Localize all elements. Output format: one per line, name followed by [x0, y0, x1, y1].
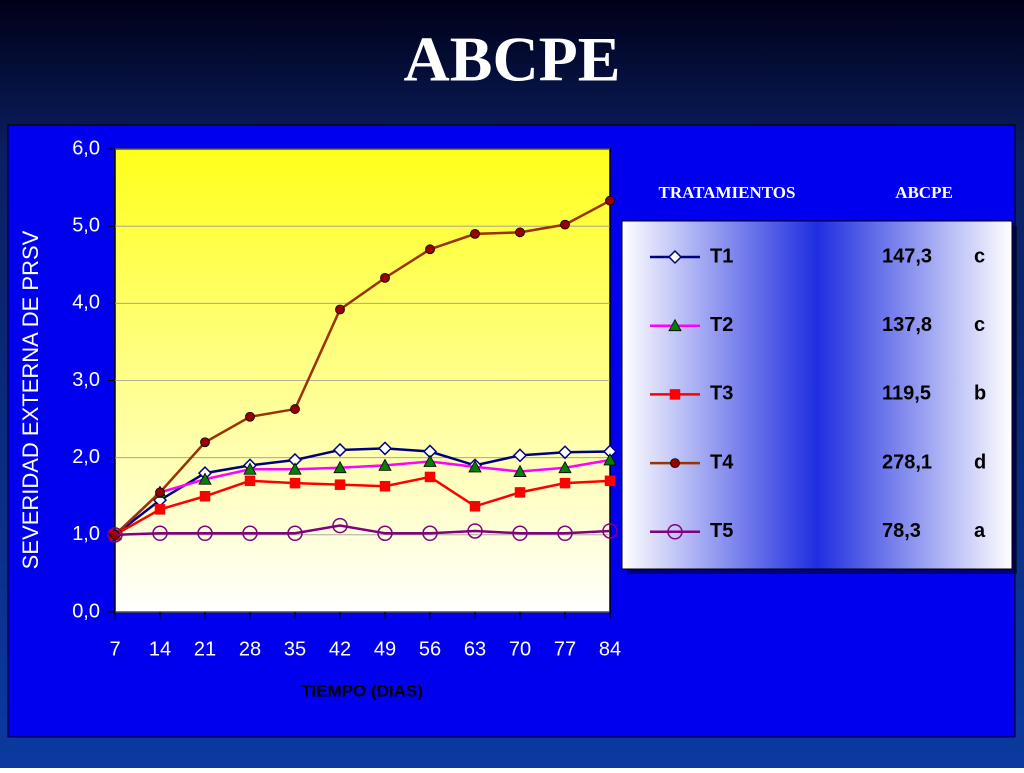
x-tick-label: 84 — [599, 638, 621, 660]
x-tick-label: 56 — [419, 638, 441, 660]
abcpe-group: b — [974, 383, 986, 405]
marker — [379, 480, 391, 492]
marker — [332, 442, 348, 458]
x-tick-label: 49 — [374, 638, 396, 660]
legend-label: T4 — [710, 451, 734, 473]
marker — [107, 527, 123, 543]
marker — [288, 462, 302, 475]
abcpe-value: 78,3 — [882, 520, 921, 542]
slide-title: ABCPE — [404, 24, 621, 95]
marker — [515, 227, 525, 238]
x-tick-label: 70 — [509, 638, 531, 660]
marker — [604, 475, 616, 487]
abcpe-group: c — [974, 245, 985, 267]
marker — [290, 404, 300, 414]
x-tick-label: 63 — [464, 638, 486, 660]
marker — [200, 437, 210, 448]
legend-label: T1 — [710, 245, 733, 267]
marker — [378, 458, 392, 471]
x-tick-label: 21 — [194, 638, 216, 660]
marker — [557, 445, 573, 460]
marker — [332, 517, 348, 534]
legend-header: TRATAMIENTOS — [659, 183, 796, 202]
marker — [242, 525, 258, 542]
marker — [559, 477, 571, 489]
series-line — [114, 475, 611, 536]
marker — [603, 453, 617, 466]
abcpe-value: 147,3 — [882, 245, 932, 267]
marker — [669, 389, 681, 400]
marker — [152, 525, 168, 542]
y-tick-label: 6,0 — [72, 137, 100, 159]
marker — [155, 487, 165, 498]
series-line — [114, 458, 611, 536]
marker — [467, 523, 483, 539]
marker — [380, 272, 390, 283]
marker — [557, 525, 573, 542]
marker — [333, 460, 347, 474]
y-axis-label: SEVERIDAD EXTERNA DE PRSV — [18, 230, 43, 569]
legend-label: T5 — [710, 520, 733, 542]
marker — [424, 471, 436, 483]
marker — [422, 525, 438, 542]
x-tick-label: 35 — [284, 638, 306, 660]
x-tick-label: 28 — [239, 638, 261, 660]
marker — [668, 318, 682, 332]
marker — [243, 462, 257, 475]
legend-label: T2 — [710, 314, 733, 336]
marker — [377, 441, 393, 456]
marker — [377, 525, 393, 542]
y-tick-label: 2,0 — [72, 446, 100, 468]
y-tick-label: 3,0 — [72, 369, 100, 391]
y-tick-label: 0,0 — [72, 600, 100, 622]
marker — [602, 523, 618, 539]
marker — [605, 195, 615, 206]
marker — [667, 249, 683, 265]
marker — [154, 504, 166, 515]
marker — [425, 244, 435, 255]
abcpe-value: 119,5 — [882, 383, 931, 405]
marker — [287, 525, 303, 542]
marker — [514, 487, 526, 498]
y-tick-label: 5,0 — [72, 214, 100, 236]
abcpe-group: a — [974, 520, 986, 542]
legend-header: ABCPE — [895, 183, 953, 202]
abcpe-group: d — [974, 451, 986, 473]
x-tick-label: 14 — [149, 638, 171, 660]
abcpe-value: 278,1 — [882, 451, 932, 473]
abcpe-value: 137,8 — [882, 314, 932, 336]
marker — [667, 524, 683, 540]
marker — [197, 525, 213, 542]
marker — [244, 475, 256, 487]
x-tick-label: 7 — [109, 638, 120, 660]
marker — [199, 491, 211, 502]
marker — [245, 411, 255, 422]
marker — [198, 472, 212, 485]
marker — [670, 458, 680, 469]
y-tick-label: 1,0 — [72, 523, 100, 545]
marker — [513, 464, 527, 477]
x-tick-label: 42 — [329, 638, 351, 660]
legend-label: T3 — [710, 383, 733, 405]
marker — [469, 501, 481, 512]
marker — [468, 460, 482, 473]
marker — [512, 525, 528, 542]
abcpe-group: c — [974, 314, 985, 336]
marker — [335, 304, 345, 315]
marker — [560, 219, 570, 230]
y-tick-label: 4,0 — [72, 292, 100, 314]
marker — [423, 454, 437, 467]
marker — [334, 479, 346, 490]
x-axis-label: TIEMPO (DIAS) — [301, 681, 423, 700]
series-line — [114, 199, 611, 536]
series-line — [114, 447, 611, 536]
marker — [512, 448, 528, 463]
marker — [289, 477, 301, 489]
marker — [470, 228, 480, 239]
x-tick-label: 77 — [554, 638, 576, 660]
marker — [558, 460, 572, 474]
